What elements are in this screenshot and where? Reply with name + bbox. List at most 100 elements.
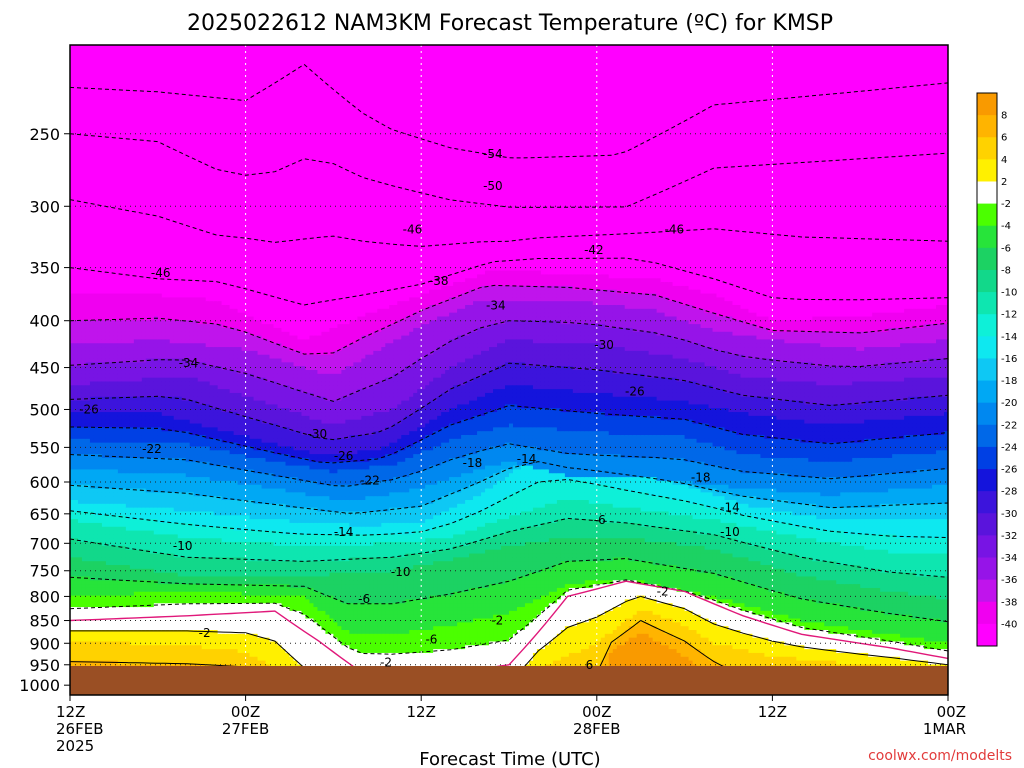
contour-label: -2: [380, 656, 392, 670]
x-tick-label: 12Z: [56, 703, 85, 721]
y-tick-label: 650: [29, 505, 60, 524]
y-tick-label: 750: [29, 562, 60, 581]
contour-label: -22: [142, 442, 162, 456]
colorbar-swatch: [977, 602, 997, 625]
contour-label: -26: [79, 402, 99, 416]
contour-label: -42: [584, 243, 604, 257]
x-tick-label: 12Z: [407, 703, 436, 721]
colorbar-swatch: [977, 403, 997, 426]
credit-link[interactable]: coolwx.com/modelts: [868, 748, 1012, 764]
contour-label: -26: [625, 385, 645, 399]
colorbar-label: -28: [1001, 487, 1017, 498]
colorbar-swatch: [977, 115, 997, 138]
plot-area: [70, 45, 949, 697]
y-tick-label: 600: [29, 473, 60, 492]
temperature-bands: [70, 45, 949, 696]
contour-label: -18: [463, 456, 483, 470]
x-tick-label: 28FEB: [573, 720, 620, 738]
colorbar-swatch: [977, 624, 997, 647]
y-tick-label: 250: [29, 125, 60, 144]
y-axis: 2503003504004505005506006507007508008509…: [19, 125, 70, 695]
colorbar-label: -34: [1001, 553, 1017, 564]
colorbar-label: -36: [1001, 575, 1017, 586]
contour-label: -14: [720, 501, 740, 515]
x-tick-label: 27FEB: [222, 720, 269, 738]
colorbar-swatch: [977, 226, 997, 249]
colorbar-swatch: [977, 248, 997, 271]
colorbar-swatch: [977, 491, 997, 514]
contour-label: -14: [334, 525, 354, 539]
colorbar-swatch: [977, 358, 997, 381]
x-tick-label: 2025: [56, 737, 94, 755]
colorbar-swatch: [977, 137, 997, 160]
colorbar-label: -10: [1001, 288, 1017, 299]
colorbar: 8642-2-4-6-8-10-12-14-16-18-20-22-24-26-…: [977, 93, 1017, 646]
y-tick-label: 350: [29, 259, 60, 278]
colorbar-swatch: [977, 558, 997, 581]
colorbar-label: -8: [1001, 265, 1011, 276]
colorbar-swatch: [977, 159, 997, 182]
colorbar-swatch: [977, 580, 997, 603]
contour-label: -46: [403, 222, 423, 236]
colorbar-label: -30: [1001, 509, 1017, 520]
colorbar-swatch: [977, 447, 997, 470]
contour-label: -2: [199, 626, 211, 640]
y-tick-label: 1000: [19, 676, 60, 695]
x-tick-label: 00Z: [231, 703, 260, 721]
x-tick-label: 00Z: [937, 703, 966, 721]
y-tick-label: 450: [29, 359, 60, 378]
x-tick-label: 1MAR: [923, 720, 966, 738]
colorbar-label: -16: [1001, 354, 1017, 365]
colorbar-label: -14: [1001, 332, 1017, 343]
ground-surface: [70, 666, 948, 695]
contour-label: -10: [720, 525, 740, 539]
y-tick-label: 300: [29, 197, 60, 216]
colorbar-label: -2: [1001, 199, 1011, 210]
y-tick-label: 900: [29, 634, 60, 653]
x-tick-label: 12Z: [758, 703, 787, 721]
contour-label: -54: [483, 147, 503, 161]
contour-label: -18: [691, 470, 711, 484]
contour-label: -26: [334, 449, 354, 463]
colorbar-label: -38: [1001, 597, 1017, 608]
colorbar-swatch: [977, 204, 997, 227]
contour-label: -14: [517, 452, 537, 466]
y-tick-label: 400: [29, 312, 60, 331]
colorbar-label: 2: [1001, 177, 1007, 188]
colorbar-swatch: [977, 181, 997, 204]
y-tick-label: 800: [29, 587, 60, 606]
x-tick-label: 00Z: [582, 703, 611, 721]
contour-label: -2: [491, 614, 503, 628]
contour-label: 6: [586, 658, 594, 672]
colorbar-label: 4: [1001, 155, 1007, 166]
colorbar-swatch: [977, 381, 997, 404]
colorbar-swatch: [977, 469, 997, 492]
contour-label: -38: [429, 274, 449, 288]
colorbar-label: -40: [1001, 619, 1017, 630]
colorbar-swatch: [977, 513, 997, 536]
colorbar-swatch: [977, 270, 997, 293]
y-tick-label: 500: [29, 400, 60, 419]
contour-label: -46: [151, 266, 171, 280]
colorbar-swatch: [977, 535, 997, 558]
colorbar-label: -18: [1001, 376, 1017, 387]
contour-label: -6: [425, 633, 437, 647]
colorbar-label: 8: [1001, 111, 1007, 122]
colorbar-label: 6: [1001, 133, 1007, 144]
colorbar-swatch: [977, 314, 997, 337]
colorbar-label: -32: [1001, 531, 1017, 542]
colorbar-label: -20: [1001, 398, 1017, 409]
y-tick-label: 700: [29, 534, 60, 553]
x-axis-label: Forecast Time (UTC): [419, 749, 600, 768]
contour-label: -22: [360, 474, 380, 488]
contour-label: -30: [594, 338, 614, 352]
contour-label: -6: [358, 592, 370, 606]
contour-label: -46: [665, 222, 685, 236]
colorbar-label: -12: [1001, 310, 1017, 321]
colorbar-label: -24: [1001, 442, 1017, 453]
colorbar-swatch: [977, 292, 997, 315]
contour-label: -2: [657, 584, 669, 598]
chart-title: 2025022612 NAM3KM Forecast Temperature (…: [187, 11, 833, 36]
colorbar-swatch: [977, 336, 997, 359]
